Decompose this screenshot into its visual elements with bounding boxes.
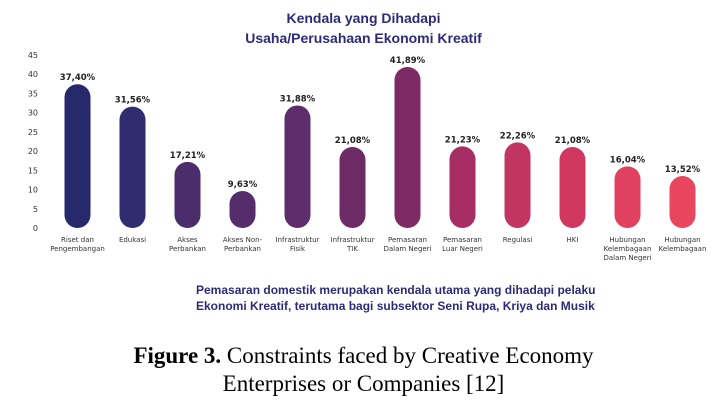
bar-value-label: 41,89%: [390, 56, 426, 66]
bar-value-label: 16,04%: [610, 155, 646, 165]
bar-value-label: 37,40%: [60, 73, 96, 83]
category-label: Infrastruktur Fisik: [276, 236, 320, 253]
bar-chart: 0 5 10 15 20 25 30 35 40 45 37,40% Riset dan Pengemb…: [28, 51, 707, 262]
y-tick-label: 40: [28, 70, 38, 79]
category-label: Edukasi: [119, 236, 146, 244]
bar-value-label: 22,26%: [500, 131, 536, 141]
bar: [339, 146, 366, 228]
chart-title-line-2: Usaha/Perusahaan Ekonomi Kreatif: [245, 30, 482, 46]
category-label: Hubungan Kelembagaan: [659, 236, 707, 253]
y-tick-label: 10: [28, 186, 38, 195]
y-tick-label: 0: [33, 224, 38, 233]
y-tick-label: 30: [28, 109, 38, 118]
category-label: Akses Perbankan: [169, 236, 206, 253]
y-tick-label: 35: [28, 89, 38, 98]
category-label: Riset dan Pengembangan: [50, 236, 105, 253]
category-label: Regulasi: [503, 236, 533, 244]
bar-value-label: 21,23%: [445, 135, 481, 145]
bar-value-label: 13,52%: [665, 165, 701, 175]
bar: [449, 146, 476, 228]
category-label: Pemasaran Dalam Negeri: [383, 236, 431, 253]
bar-value-label: 31,88%: [280, 94, 316, 104]
figure-label: Figure 3.: [133, 343, 222, 368]
category-label: Infrastruktur TIK: [331, 236, 375, 253]
bar: [119, 106, 146, 228]
category-label: Hubungan Kelembagaan Dalam Negeri: [603, 236, 651, 262]
y-tick-label: 20: [28, 147, 38, 156]
chart-note-line-1: Pemasaran domestik merupakan kendala uta…: [196, 283, 596, 297]
chart-note-line-2: Ekonomi Kreatif, terutama bagi subsektor…: [196, 299, 595, 313]
bar: [559, 146, 586, 228]
y-tick-label: 5: [33, 205, 38, 214]
chart-title-line-1: Kendala yang Dihadapi: [286, 10, 441, 26]
bar: [284, 105, 311, 228]
y-tick-label: 15: [28, 166, 38, 175]
bar-value-label: 31,56%: [115, 96, 151, 106]
figure-caption: Figure 3. Constraints faced by Creative …: [0, 342, 727, 398]
bar: [614, 166, 641, 228]
bar: [394, 66, 421, 228]
y-tick-label: 45: [28, 51, 38, 60]
chart-note: Pemasaran domestik merupakan kendala uta…: [196, 282, 676, 314]
category-label: Pemasaran Luar Negeri: [442, 236, 483, 253]
category-label: Akses Non-Perbankan: [223, 236, 263, 253]
bar: [174, 161, 201, 228]
chart-title: Kendala yang Dihadapi Usaha/Perusahaan E…: [0, 8, 727, 48]
y-tick-label: 25: [28, 128, 38, 137]
chart-panel: Kendala yang Dihadapi Usaha/Perusahaan E…: [0, 8, 727, 314]
category-label: HKI: [567, 236, 579, 244]
bar-value-label: 17,21%: [170, 151, 206, 161]
bar: [229, 190, 256, 228]
bar-value-label: 21,08%: [335, 136, 371, 146]
bar: [64, 84, 91, 229]
bar-value-label: 9,63%: [228, 180, 258, 190]
bar: [504, 142, 531, 228]
caption-line-1-text: Constraints faced by Creative Economy: [221, 343, 594, 368]
caption-line-1: Figure 3. Constraints faced by Creative …: [0, 342, 727, 370]
caption-line-2: Enterprises or Companies [12]: [222, 371, 505, 396]
bar-value-label: 21,08%: [555, 136, 591, 146]
bar: [669, 176, 696, 228]
